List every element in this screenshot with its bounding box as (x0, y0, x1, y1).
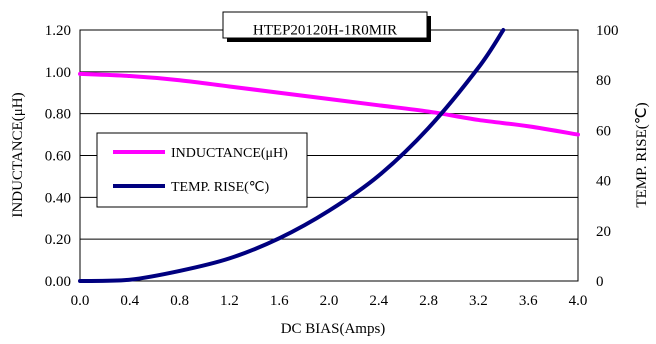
x-tick-label: 0.8 (170, 293, 189, 309)
series-layer (78, 28, 580, 283)
legend-label-inductance: INDUCTANCE(μH) (171, 146, 288, 161)
series-line-inductance (78, 71, 580, 137)
x-tick-label: 0.0 (71, 293, 90, 309)
y2-axis-title: TEMP. RISE(℃) (634, 102, 650, 207)
y2-tick-label: 20 (596, 224, 611, 240)
y-tick-label: 0.60 (45, 149, 71, 165)
x-tick-label: 0.4 (120, 293, 139, 309)
y2-tick-label: 100 (596, 23, 619, 39)
tick-labels: 0.0 0.4 0.8 1.2 1.6 2.0 2.4 2.8 3.2 3.6 4.0 0.00 0.2… (45, 23, 619, 309)
x-tick-label: 4.0 (569, 293, 588, 309)
chart-title-box: HTEP20120H-1R0MIR (222, 11, 431, 42)
x-tick-label: 2.0 (320, 293, 339, 309)
y2-tick-label: 60 (596, 123, 611, 139)
series-line-temp-rise (78, 28, 506, 283)
legend-label-temp-rise: TEMP. RISE(℃) (171, 180, 270, 195)
y-tick-label: 0.20 (45, 232, 71, 248)
x-tick-label: 2.4 (369, 293, 388, 309)
x-tick-label: 2.8 (419, 293, 438, 309)
x-axis-title: DC BIAS(Amps) (281, 321, 386, 337)
x-tick-label: 3.2 (469, 293, 488, 309)
y-tick-label: 1.20 (45, 23, 71, 39)
y-tick-label: 0.00 (45, 274, 71, 290)
y-axis-title: INDUCTANCE(μH) (10, 92, 26, 217)
x-tick-label: 1.2 (220, 293, 239, 309)
y-tick-label: 0.40 (45, 190, 71, 206)
y-tick-label: 0.80 (45, 107, 71, 123)
y-tick-label: 1.00 (45, 65, 71, 81)
chart-title: HTEP20120H-1R0MIR (253, 22, 397, 38)
y2-tick-label: 0 (596, 274, 604, 290)
x-tick-label: 1.6 (270, 293, 289, 309)
y2-tick-label: 40 (596, 174, 611, 190)
legend: INDUCTANCE(μH) TEMP. RISE(℃) (96, 132, 308, 208)
y2-tick-label: 80 (596, 73, 611, 89)
x-tick-label: 3.6 (519, 293, 538, 309)
